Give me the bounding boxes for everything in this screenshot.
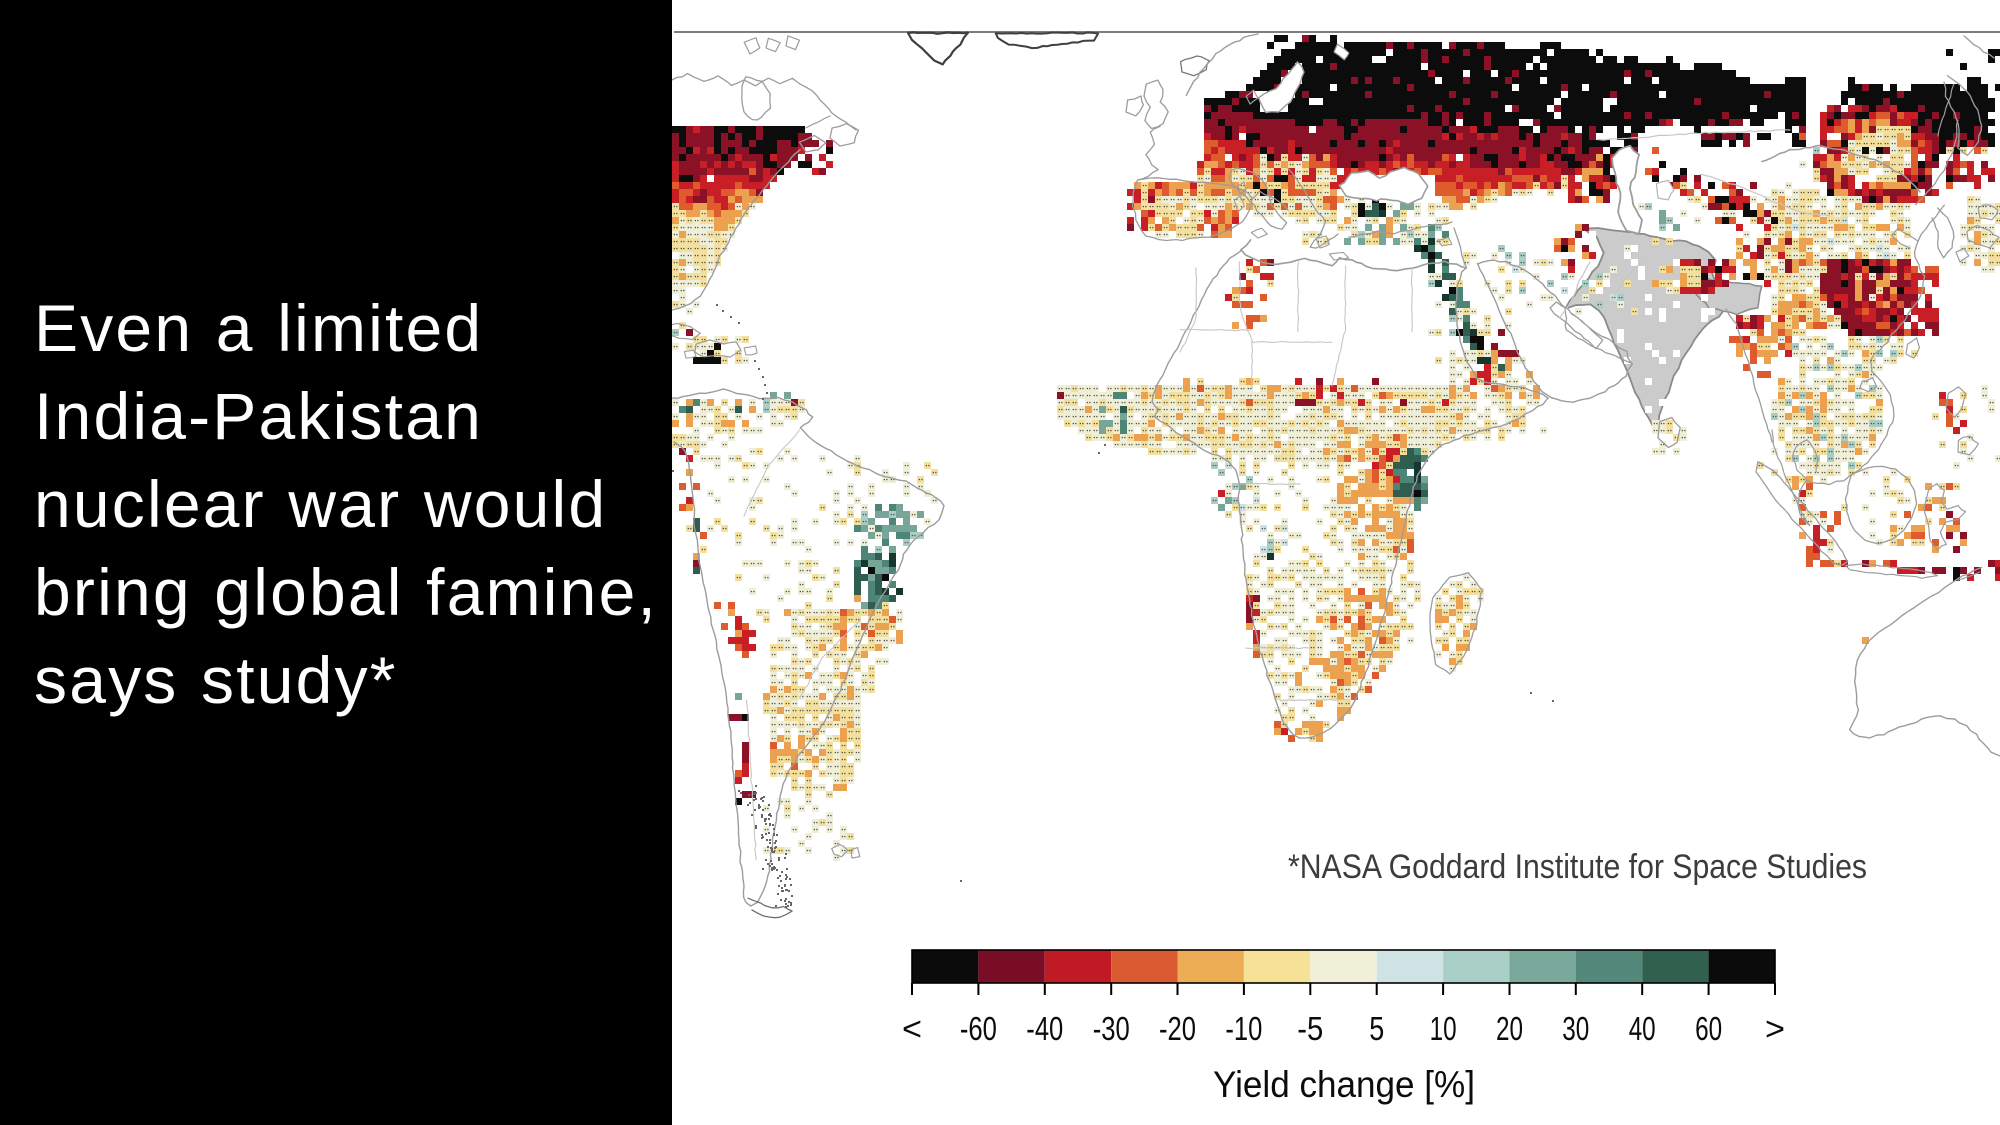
svg-text:>: > [1765,1010,1785,1047]
svg-text:-10: -10 [1225,1010,1262,1047]
svg-text:<: < [902,1010,922,1047]
svg-text:5: 5 [1369,1010,1384,1047]
svg-text:Yield change [%]: Yield change [%] [1213,1064,1475,1105]
svg-text:-5: -5 [1297,1010,1323,1047]
svg-text:-20: -20 [1159,1010,1196,1047]
svg-text:20: 20 [1496,1010,1523,1047]
svg-text:60: 60 [1695,1010,1722,1047]
svg-text:*NASA Goddard Institute for Sp: *NASA Goddard Institute for Space Studie… [1288,848,1867,886]
svg-text:-60: -60 [960,1010,997,1047]
svg-text:-30: -30 [1093,1010,1130,1047]
svg-text:40: 40 [1629,1010,1656,1047]
svg-text:10: 10 [1430,1010,1457,1047]
svg-text:30: 30 [1562,1010,1589,1047]
svg-text:-40: -40 [1026,1010,1063,1047]
